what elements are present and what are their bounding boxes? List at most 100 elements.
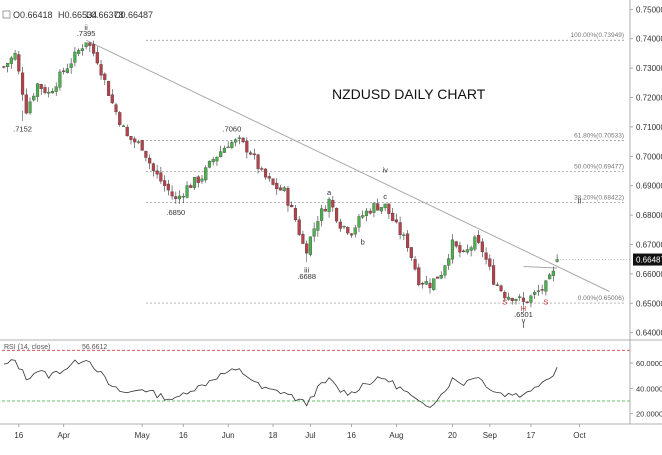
collapse-toggle[interactable] xyxy=(2,10,11,19)
ohlc-low: L0.66378 xyxy=(86,10,124,20)
candle-body xyxy=(469,247,473,251)
candle-body xyxy=(424,281,428,285)
candle-body xyxy=(503,292,507,299)
wave-annotation: I xyxy=(522,321,524,330)
rsi-tick-label: 60.0000 xyxy=(636,359,662,368)
fib-level-label: 50.00%(0.69477) xyxy=(574,164,624,171)
current-price-marker: 0.66487 xyxy=(633,253,662,266)
time-tick-label: Apr xyxy=(57,431,70,440)
candle-body xyxy=(518,296,522,298)
candle-body xyxy=(166,183,170,191)
candle-body xyxy=(99,64,103,76)
candle-body xyxy=(234,139,238,143)
rsi-panel: 60.0000 40.0000 20.0000 xyxy=(2,349,662,419)
candle-body xyxy=(506,296,511,300)
candle-body xyxy=(88,42,92,46)
candle-body xyxy=(121,125,126,127)
wave-annotation: .7395 xyxy=(77,29,96,38)
candle-body xyxy=(129,136,133,140)
fib-level-label: 61.80%(0.70533) xyxy=(574,133,624,140)
candle-body xyxy=(69,63,73,68)
candle-body xyxy=(39,84,43,89)
time-tick-label: May xyxy=(135,431,150,440)
candle-body xyxy=(207,160,212,168)
rsi-label: RSI (14, close) xyxy=(4,344,50,351)
price-tick-label: 0.64000 xyxy=(636,329,662,338)
candle-body xyxy=(499,285,503,292)
wave-annotation: S xyxy=(543,298,548,307)
candle-body xyxy=(6,63,10,67)
candle-body xyxy=(409,247,413,258)
candle-body xyxy=(548,274,552,280)
candle-body xyxy=(65,68,69,73)
candle-body xyxy=(308,236,312,255)
wave-annotation: a xyxy=(327,188,332,197)
rsi-line xyxy=(3,359,558,408)
wave-annotation: v xyxy=(522,316,526,325)
candle-body xyxy=(58,71,62,88)
candle-body xyxy=(551,270,555,276)
rsi-tick-label: 40.0000 xyxy=(636,384,662,393)
candle-body xyxy=(372,203,376,213)
candle-body xyxy=(529,295,533,303)
candle-body xyxy=(219,151,223,157)
candle-body xyxy=(73,51,77,63)
candle-body xyxy=(439,275,443,279)
candles xyxy=(2,40,559,308)
candle-body xyxy=(334,207,339,222)
wave-annotation: .7152 xyxy=(13,124,32,133)
time-tick-label: Jul xyxy=(305,431,315,440)
candle-body xyxy=(50,91,55,94)
candle-body xyxy=(458,245,462,253)
rsi-tick-label: 20.0000 xyxy=(636,410,662,419)
candle-body xyxy=(17,54,21,72)
candle-body xyxy=(491,265,496,285)
candle-body xyxy=(222,147,226,153)
candle-body xyxy=(47,91,51,94)
candle-body xyxy=(77,50,81,54)
candle-body xyxy=(312,228,316,237)
candle-body xyxy=(443,265,447,276)
candle-body xyxy=(267,176,271,179)
candle-body xyxy=(35,83,40,97)
candle-body xyxy=(346,227,350,234)
candle-body xyxy=(28,101,32,114)
candle-body xyxy=(237,137,241,139)
candle-body xyxy=(9,57,13,64)
current-price-label: 0.66487 xyxy=(636,256,662,265)
fib-level-label: 0.00%(0.65006) xyxy=(578,295,624,302)
candle-body xyxy=(357,216,361,228)
candle-body xyxy=(406,233,410,249)
time-tick-label: 18 xyxy=(269,431,278,440)
candle-body xyxy=(484,252,488,260)
candle-body xyxy=(450,239,455,260)
wave-annotation: .6688 xyxy=(297,272,316,281)
fib-level-label: 100.00%(0.73949) xyxy=(571,32,625,39)
wave-annotation: .6850 xyxy=(166,208,185,217)
candle-body xyxy=(92,44,96,54)
candle-body xyxy=(331,200,335,208)
candle-body xyxy=(2,66,6,68)
candle-body xyxy=(316,221,320,231)
candle-body xyxy=(80,48,84,51)
candle-body xyxy=(252,153,256,156)
candle-body xyxy=(383,203,387,209)
time-tick-label: 17 xyxy=(526,431,535,440)
candle-body xyxy=(200,178,204,182)
candle-body xyxy=(286,187,290,206)
candle-body xyxy=(387,203,391,214)
candle-body xyxy=(204,167,208,181)
ohlc-header: O0.66418 H0.66534 L0.66378 C0.66487 xyxy=(2,10,153,20)
candle-body xyxy=(62,70,66,72)
candle-body xyxy=(159,172,163,182)
candle-body xyxy=(181,196,185,198)
candle-body xyxy=(54,86,58,92)
